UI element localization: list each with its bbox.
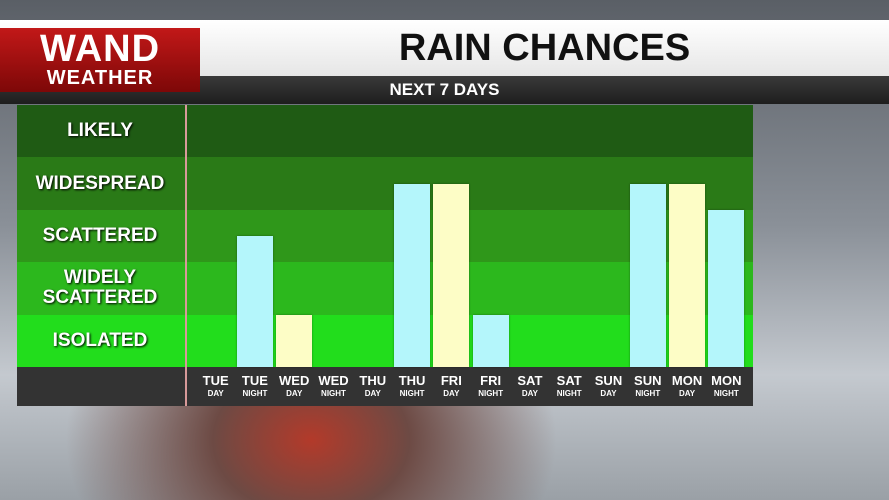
x-tick-sublabel: DAY [364, 389, 381, 398]
x-tick-label: MON [711, 373, 742, 388]
bar [669, 183, 706, 367]
logo: WAND WEATHER [0, 28, 200, 92]
y-tick-label: WIDELY SCATTERED [42, 267, 158, 309]
bar [236, 236, 273, 367]
x-axis-strip [17, 367, 753, 406]
logo-text: WAND [39, 28, 161, 70]
x-tick-sublabel: DAY [207, 389, 224, 398]
logo-text: WEATHER [46, 67, 154, 89]
x-tick-sublabel: NIGHT [478, 389, 504, 398]
bar [629, 183, 666, 367]
x-tick-label: MON [671, 373, 703, 388]
x-tick-label: THU [398, 373, 426, 388]
chart-subtitle: NEXT 7 DAYS [389, 80, 500, 99]
x-tick-sublabel: DAY [678, 389, 696, 398]
x-tick-label: WED [279, 373, 310, 388]
y-tick-label: SCATTERED [42, 224, 158, 246]
axis-divider [185, 105, 187, 406]
x-tick-sublabel: DAY [286, 389, 303, 398]
x-tick-sublabel: NIGHT [242, 389, 268, 398]
x-tick-sublabel: NIGHT [321, 389, 346, 398]
bar [276, 314, 313, 367]
y-tick-label: LIKELY [67, 120, 133, 142]
y-tick-label: ISOLATED [52, 329, 148, 351]
bar [394, 183, 431, 367]
x-tick-label: SUN [634, 373, 662, 388]
x-tick-label: THU [359, 373, 387, 388]
grid-band [17, 105, 753, 158]
x-tick-sublabel: NIGHT [399, 389, 425, 398]
x-tick-sublabel: NIGHT [713, 389, 739, 398]
x-tick-sublabel: DAY [521, 389, 538, 398]
x-tick-label: SAT [556, 373, 582, 388]
x-tick-label: TUE [202, 373, 229, 388]
x-tick-label: SAT [517, 373, 543, 388]
x-tick-sublabel: DAY [443, 389, 460, 398]
x-tick-sublabel: NIGHT [556, 389, 582, 398]
x-tick-sublabel: NIGHT [635, 389, 661, 398]
bar [472, 314, 509, 367]
bar [433, 183, 470, 367]
x-tick-label: FRI [440, 373, 462, 388]
x-tick-label: FRI [480, 373, 502, 388]
y-tick-label: WIDESPREAD [35, 172, 165, 194]
x-tick-label: WED [318, 373, 349, 388]
bar [708, 209, 745, 367]
x-tick-sublabel: DAY [600, 389, 617, 398]
x-tick-label: TUE [241, 373, 268, 388]
x-tick-label: SUN [594, 373, 623, 388]
chart-title: RAIN CHANCES [398, 27, 691, 69]
